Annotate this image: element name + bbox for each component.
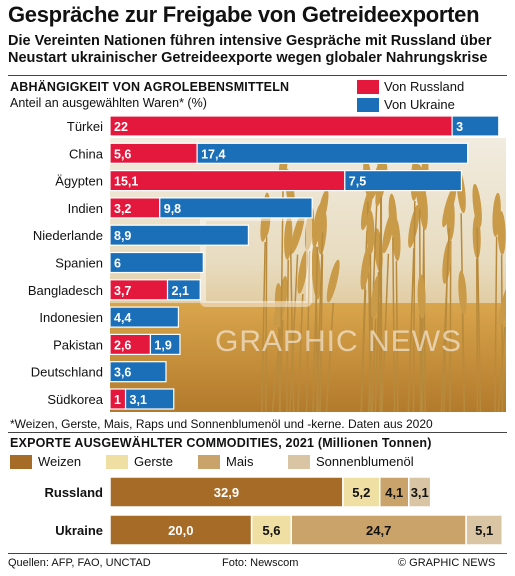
legend-swatch-barley — [106, 455, 128, 469]
section-rule — [8, 432, 507, 433]
section-title-exports: EXPORTE AUSGEWÄHLTER COMMODITIES, 2021 (… — [10, 436, 432, 450]
exports-value-label: 20,0 — [168, 523, 193, 538]
legend-label-sunflower: Sonnenblumenöl — [316, 454, 414, 469]
bar-value-label: 6 — [114, 257, 121, 271]
exports-bar-segment — [109, 476, 344, 508]
exports-value-label: 32,9 — [214, 485, 239, 500]
bar-value-label: 5,6 — [114, 147, 131, 161]
bar-value-label: 1 — [114, 393, 121, 407]
exports-bar-segment — [250, 514, 292, 546]
legend-swatch-wheat — [10, 455, 32, 469]
category-label: Deutschland — [31, 365, 103, 380]
bar-value-label: 1,9 — [154, 338, 171, 352]
category-label: Indonesien — [39, 310, 103, 325]
bar-value-label: 17,4 — [201, 147, 225, 161]
bar-value-label: 22 — [114, 120, 128, 134]
bar-segment-ukraine — [451, 115, 500, 137]
bar-segment-ukraine — [166, 279, 201, 301]
section-subtitle-dependency: Anteil an ausgewählten Waren* (%) — [10, 96, 207, 110]
exports-value-label: 3,1 — [411, 485, 429, 500]
exports-value-label: 24,7 — [366, 523, 391, 538]
footer-photo-credit: Foto: Newscom — [222, 557, 299, 569]
legend-label-corn: Mais — [226, 454, 254, 469]
bar-value-label: 3,7 — [114, 284, 131, 298]
legend-label-barley: Gerste — [134, 454, 174, 469]
category-label: Spanien — [55, 256, 103, 271]
exports-bar-segment — [109, 514, 253, 546]
bar-segment-ukraine — [124, 388, 175, 410]
bar-value-label: 3,1 — [130, 393, 147, 407]
exports-bar-segment — [290, 514, 467, 546]
footer-rule — [8, 553, 507, 554]
section-title-dependency: ABHÄNGIGKEIT VON AGROLEBENSMITTELN — [10, 80, 290, 94]
exports-bar-segment — [378, 476, 410, 508]
exports-category-label: Ukraine — [55, 523, 103, 538]
bar-value-label: 3,2 — [114, 202, 131, 216]
bar-value-label: 8,9 — [114, 229, 131, 243]
bar-segment-ukraine — [149, 333, 181, 355]
exports-category-label: Russland — [44, 485, 103, 500]
bar-value-label: 4,4 — [114, 311, 131, 325]
bar-value-label: 3,6 — [114, 366, 131, 380]
bar-segment-ukraine — [109, 251, 204, 274]
exports-bar-segment — [342, 476, 381, 508]
bar-value-label: 7,5 — [349, 175, 366, 189]
footer-sources: Quellen: AFP, FAO, UNCTAD — [8, 557, 151, 569]
legend-label-wheat: Weizen — [38, 454, 82, 469]
exports-value-label: 5,1 — [475, 523, 493, 538]
exports-bar-segment — [408, 476, 432, 508]
bar-value-label: 9,8 — [164, 202, 181, 216]
bar-value-label: 3 — [456, 120, 463, 134]
chart-subtitle: Die Vereinten Nationen führen intensive … — [8, 33, 492, 66]
exports-value-label: 5,6 — [262, 523, 280, 538]
bar-segment-ukraine — [196, 142, 469, 164]
bar-value-label: 2,1 — [172, 284, 189, 298]
category-label: China — [69, 146, 104, 161]
bar-segment-ukraine — [159, 197, 313, 219]
legend-label-ukraine: Von Ukraine — [384, 97, 455, 112]
title-rule — [8, 75, 507, 76]
bar-value-label: 15,1 — [114, 175, 138, 189]
legend-swatch-sunflower — [288, 455, 310, 469]
legend-swatch-corn — [198, 455, 220, 469]
category-label: Südkorea — [47, 392, 103, 407]
bar-segment-ukraine — [109, 306, 180, 328]
legend-swatch-russia — [357, 80, 379, 94]
bar-segment-ukraine — [344, 170, 463, 192]
legend-label-russia: Von Russland — [384, 79, 465, 94]
category-label: Pakistan — [53, 337, 103, 352]
category-label: Türkei — [67, 119, 103, 134]
exports-bar-segment — [465, 514, 503, 546]
legend-swatch-ukraine — [357, 98, 379, 112]
footnote: *Weizen, Gerste, Mais, Raps und Sonnenbl… — [10, 417, 433, 431]
bar-segment-ukraine — [109, 224, 249, 246]
category-label: Bangladesch — [28, 283, 103, 298]
chart-title: Gespräche zur Freigabe von Getreideexpor… — [8, 2, 480, 27]
exports-value-label: 5,2 — [352, 485, 370, 500]
footer-copyright: © GRAPHIC NEWS — [398, 557, 496, 569]
category-label: Niederlande — [33, 228, 103, 243]
bar-segment-ukraine — [109, 361, 167, 383]
category-label: Ägypten — [55, 174, 103, 189]
category-label: Indien — [68, 201, 103, 216]
bar-value-label: 2,6 — [114, 338, 131, 352]
watermark-text: GRAPHIC NEWS — [215, 325, 463, 358]
exports-value-label: 4,1 — [385, 485, 403, 500]
